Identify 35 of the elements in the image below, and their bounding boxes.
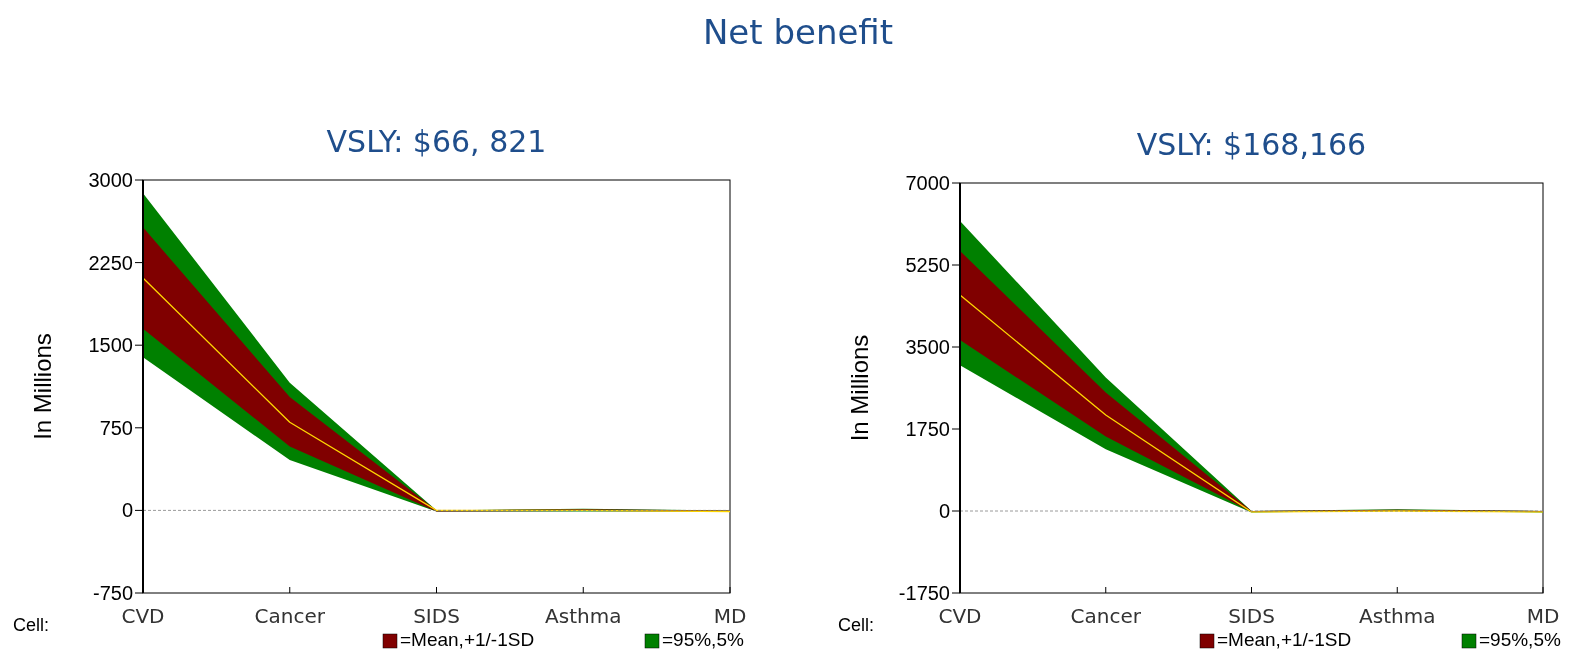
- y-tick-label: 3000: [88, 169, 133, 191]
- line-series: [959, 294, 1544, 513]
- y-axis-title: In Millions: [846, 334, 873, 442]
- text: Net benefit: [702, 12, 894, 52]
- legend-label: =95%,5%: [662, 629, 744, 650]
- y-tick-label: 1500: [88, 334, 133, 357]
- x-tick-label: CVD: [121, 604, 165, 628]
- y-tick-label: 0: [938, 500, 950, 522]
- chart-title: VSLY: $66, 821: [326, 124, 547, 159]
- y-tick-label: 750: [99, 416, 133, 439]
- y-tick-label: 7000: [905, 172, 950, 194]
- y-tick-label: 1750: [905, 418, 950, 440]
- chart-title: VSLY: $168,166: [1136, 127, 1367, 162]
- x-tick-label: Asthma: [1359, 604, 1436, 628]
- legend-label: =Mean,+1/-1SD: [1217, 629, 1352, 650]
- y-tick-label: 3500: [905, 336, 950, 358]
- x-tick-label: Cancer: [254, 604, 326, 628]
- x-axis-title: Cell:: [13, 615, 50, 635]
- y-tick-label: 0: [121, 499, 133, 522]
- x-tick-label: CVD: [938, 604, 982, 628]
- x-tick-label: SIDS: [1228, 604, 1275, 628]
- y-tick-label: -1750: [898, 582, 950, 604]
- x-tick-label: SIDS: [413, 604, 460, 628]
- legend-label: =Mean,+1/-1SD: [400, 629, 535, 650]
- x-axis-title: Cell:: [838, 615, 875, 635]
- x-tick-label: MD: [713, 604, 747, 628]
- x-tick-label: Cancer: [1070, 604, 1142, 628]
- line-series: [142, 277, 731, 513]
- y-tick-label: 2250: [88, 251, 133, 274]
- y-tick-label: -750: [92, 582, 133, 604]
- x-tick-label: MD: [1526, 604, 1560, 628]
- y-tick-label: 5250: [905, 254, 950, 276]
- legend-label: =95%,5%: [1479, 629, 1561, 650]
- x-tick-label: Asthma: [545, 604, 622, 628]
- y-axis-title: In Millions: [29, 333, 56, 440]
